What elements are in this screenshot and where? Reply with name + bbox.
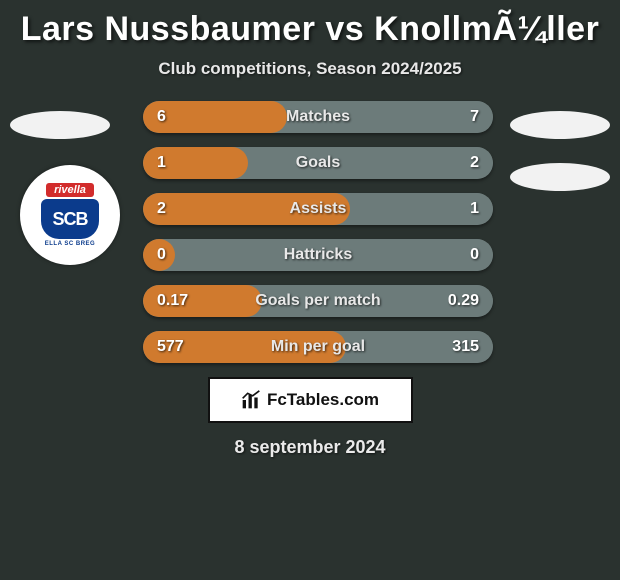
chart-icon (241, 390, 261, 410)
subtitle: Club competitions, Season 2024/2025 (0, 59, 620, 79)
stat-row: Hattricks0 0 (143, 239, 493, 271)
stat-rows: Matches67Goals12Assists21Hattricks00Goal… (143, 101, 493, 363)
stat-row: Matches6 7 (143, 101, 493, 133)
stat-row: Assists2 1 (143, 193, 493, 225)
date-label: 8 september 2024 (0, 437, 620, 458)
stat-row: Min per goal577 315 (143, 331, 493, 363)
stat-value-left: 0 (157, 239, 166, 271)
stat-row: Goals per match0.17 0.29 (143, 285, 493, 317)
stat-label: Goals per match (143, 285, 493, 317)
left-player-slot (10, 111, 110, 139)
club-badge: rivella SCB ELLA SC BREG (20, 165, 120, 265)
comparison-panel: rivella SCB ELLA SC BREG Matches67Goals1… (0, 101, 620, 363)
right-player-slot-1 (510, 111, 610, 139)
stat-label: Matches (143, 101, 493, 133)
stat-label: Assists (143, 193, 493, 225)
right-player-slot-2 (510, 163, 610, 191)
stat-value-right: 0 (470, 239, 479, 271)
stat-value-right: 315 (452, 331, 479, 363)
fctables-watermark: FcTables.com (208, 377, 413, 423)
stat-label: Hattricks (143, 239, 493, 271)
stat-label: Goals (143, 147, 493, 179)
fctables-label: FcTables.com (267, 390, 379, 410)
stat-value-right: 0.29 (448, 285, 479, 317)
stat-value-left: 577 (157, 331, 184, 363)
stat-value-left: 2 (157, 193, 166, 225)
stat-value-right: 7 (470, 101, 479, 133)
badge-top-text: rivella (46, 183, 94, 197)
stat-value-left: 1 (157, 147, 166, 179)
stat-value-right: 1 (470, 193, 479, 225)
badge-mid-text: SCB (41, 199, 99, 239)
page-title: Lars Nussbaumer vs KnollmÃ¼ller (0, 0, 620, 49)
stat-row: Goals1 2 (143, 147, 493, 179)
stat-value-left: 0.17 (157, 285, 188, 317)
stat-label: Min per goal (143, 331, 493, 363)
stat-value-left: 6 (157, 101, 166, 133)
badge-sub-text: ELLA SC BREG (45, 241, 95, 247)
stat-value-right: 2 (470, 147, 479, 179)
